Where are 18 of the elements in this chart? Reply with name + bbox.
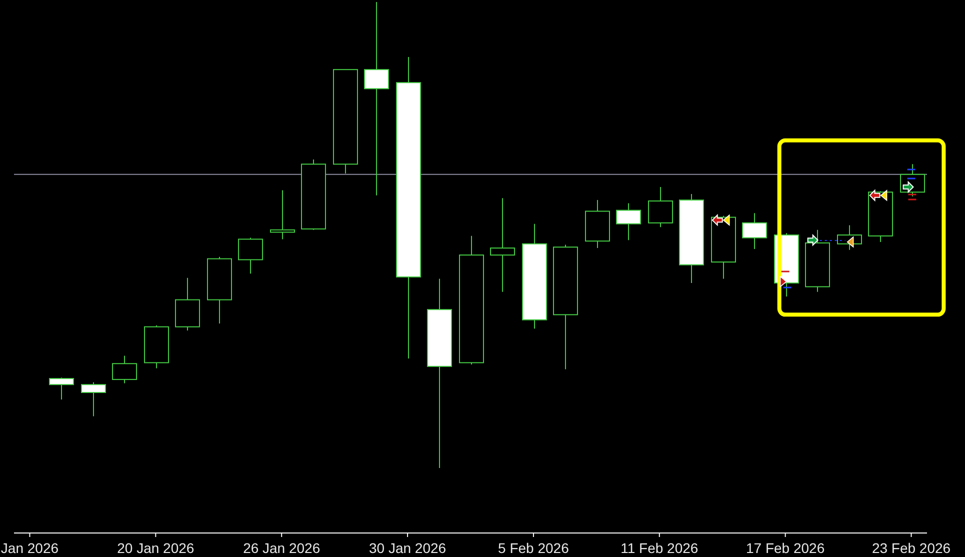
x-tick-label: 17 Feb 2026: [746, 540, 825, 556]
candlestick: [490, 198, 515, 292]
x-tick-label: 23 Feb 2026: [872, 540, 951, 556]
candlestick: [270, 190, 295, 240]
candlestick: [49, 377, 74, 400]
x-tick-label: 26 Jan 2026: [243, 540, 320, 556]
candlestick: [81, 382, 106, 417]
x-tick-label: Jan 2026: [0, 540, 59, 556]
candlestick: [112, 355, 137, 384]
candlestick: [616, 202, 641, 241]
x-tick-label: 20 Jan 2026: [117, 540, 194, 556]
x-tick-label: 11 Feb 2026: [620, 540, 698, 556]
x-tick-label: 30 Jan 2026: [368, 540, 446, 556]
candlestick: [238, 237, 263, 274]
candlestick: [364, 2, 389, 196]
candlestick: [648, 186, 673, 228]
x-tick-label: 5 Feb 2026: [498, 540, 570, 556]
candlestick: [742, 212, 767, 250]
